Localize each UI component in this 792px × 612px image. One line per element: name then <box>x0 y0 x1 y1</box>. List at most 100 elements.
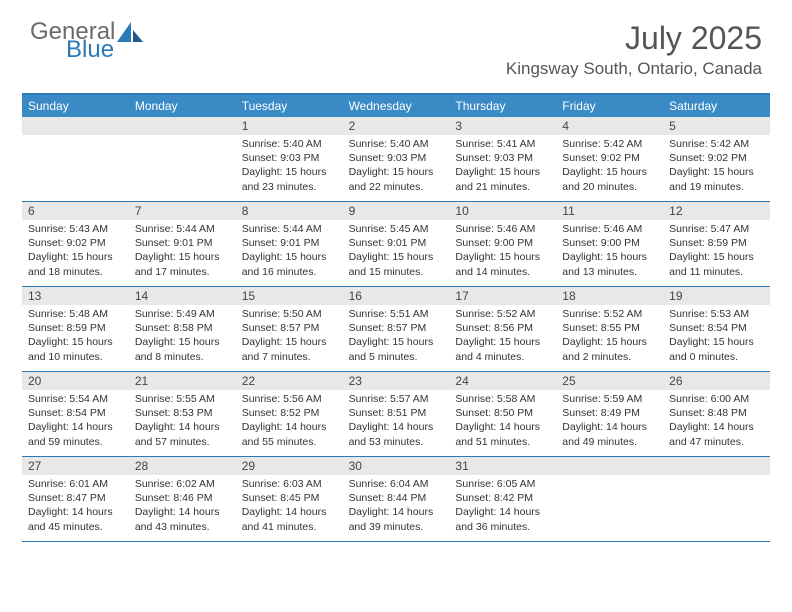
sunrise-text: Sunrise: 6:00 AM <box>669 392 764 406</box>
sunrise-text: Sunrise: 5:56 AM <box>242 392 337 406</box>
calendar-cell: 5Sunrise: 5:42 AMSunset: 9:02 PMDaylight… <box>663 117 770 201</box>
calendar-cell: 16Sunrise: 5:51 AMSunset: 8:57 PMDayligh… <box>343 287 450 371</box>
day-number: 26 <box>663 372 770 390</box>
calendar-week: 13Sunrise: 5:48 AMSunset: 8:59 PMDayligh… <box>22 287 770 372</box>
daylight-text-1: Daylight: 15 hours <box>562 250 657 264</box>
day-details: Sunrise: 5:58 AMSunset: 8:50 PMDaylight:… <box>449 390 556 453</box>
sunset-text: Sunset: 9:01 PM <box>349 236 444 250</box>
daylight-text-1: Daylight: 15 hours <box>242 250 337 264</box>
daylight-text-2: and 23 minutes. <box>242 180 337 194</box>
weekday-label: Sunday <box>22 95 129 117</box>
day-number: 23 <box>343 372 450 390</box>
sunrise-text: Sunrise: 5:40 AM <box>242 137 337 151</box>
daylight-text-2: and 11 minutes. <box>669 265 764 279</box>
sunrise-text: Sunrise: 5:52 AM <box>455 307 550 321</box>
daylight-text-2: and 10 minutes. <box>28 350 123 364</box>
sunrise-text: Sunrise: 6:04 AM <box>349 477 444 491</box>
day-details: Sunrise: 5:54 AMSunset: 8:54 PMDaylight:… <box>22 390 129 453</box>
daylight-text-1: Daylight: 15 hours <box>455 335 550 349</box>
daylight-text-1: Daylight: 14 hours <box>135 420 230 434</box>
sunrise-text: Sunrise: 5:40 AM <box>349 137 444 151</box>
day-details: Sunrise: 5:44 AMSunset: 9:01 PMDaylight:… <box>236 220 343 283</box>
day-number: 11 <box>556 202 663 220</box>
sunset-text: Sunset: 8:57 PM <box>349 321 444 335</box>
day-details: Sunrise: 6:05 AMSunset: 8:42 PMDaylight:… <box>449 475 556 538</box>
day-details: Sunrise: 5:50 AMSunset: 8:57 PMDaylight:… <box>236 305 343 368</box>
weekday-label: Friday <box>556 95 663 117</box>
calendar-cell: 12Sunrise: 5:47 AMSunset: 8:59 PMDayligh… <box>663 202 770 286</box>
calendar-cell: 11Sunrise: 5:46 AMSunset: 9:00 PMDayligh… <box>556 202 663 286</box>
daylight-text-1: Daylight: 15 hours <box>562 165 657 179</box>
sunrise-text: Sunrise: 6:03 AM <box>242 477 337 491</box>
weekday-label: Tuesday <box>236 95 343 117</box>
daylight-text-2: and 49 minutes. <box>562 435 657 449</box>
calendar-cell: 31Sunrise: 6:05 AMSunset: 8:42 PMDayligh… <box>449 457 556 541</box>
sunrise-text: Sunrise: 5:41 AM <box>455 137 550 151</box>
calendar-cell: 26Sunrise: 6:00 AMSunset: 8:48 PMDayligh… <box>663 372 770 456</box>
daylight-text-1: Daylight: 15 hours <box>669 165 764 179</box>
daylight-text-1: Daylight: 15 hours <box>455 165 550 179</box>
daylight-text-2: and 45 minutes. <box>28 520 123 534</box>
sunrise-text: Sunrise: 5:54 AM <box>28 392 123 406</box>
sunset-text: Sunset: 8:58 PM <box>135 321 230 335</box>
location-label: Kingsway South, Ontario, Canada <box>506 59 762 79</box>
day-number: 10 <box>449 202 556 220</box>
logo-word-2: Blue <box>66 38 143 62</box>
daylight-text-1: Daylight: 15 hours <box>349 335 444 349</box>
sunset-text: Sunset: 9:03 PM <box>349 151 444 165</box>
daylight-text-2: and 13 minutes. <box>562 265 657 279</box>
calendar-cell: 7Sunrise: 5:44 AMSunset: 9:01 PMDaylight… <box>129 202 236 286</box>
daylight-text-1: Daylight: 15 hours <box>242 165 337 179</box>
day-details: Sunrise: 5:46 AMSunset: 9:00 PMDaylight:… <box>556 220 663 283</box>
calendar-cell: 28Sunrise: 6:02 AMSunset: 8:46 PMDayligh… <box>129 457 236 541</box>
day-number <box>556 457 663 475</box>
day-number: 14 <box>129 287 236 305</box>
daylight-text-1: Daylight: 15 hours <box>669 250 764 264</box>
day-number: 12 <box>663 202 770 220</box>
daylight-text-1: Daylight: 14 hours <box>28 505 123 519</box>
day-details: Sunrise: 5:51 AMSunset: 8:57 PMDaylight:… <box>343 305 450 368</box>
day-number: 25 <box>556 372 663 390</box>
daylight-text-1: Daylight: 15 hours <box>135 250 230 264</box>
day-number: 28 <box>129 457 236 475</box>
sunset-text: Sunset: 8:54 PM <box>669 321 764 335</box>
daylight-text-1: Daylight: 14 hours <box>28 420 123 434</box>
daylight-text-2: and 59 minutes. <box>28 435 123 449</box>
sunset-text: Sunset: 8:54 PM <box>28 406 123 420</box>
sunrise-text: Sunrise: 5:42 AM <box>669 137 764 151</box>
sunrise-text: Sunrise: 5:59 AM <box>562 392 657 406</box>
sunrise-text: Sunrise: 5:51 AM <box>349 307 444 321</box>
daylight-text-2: and 57 minutes. <box>135 435 230 449</box>
sunset-text: Sunset: 8:50 PM <box>455 406 550 420</box>
sunset-text: Sunset: 9:01 PM <box>135 236 230 250</box>
calendar-cell: 19Sunrise: 5:53 AMSunset: 8:54 PMDayligh… <box>663 287 770 371</box>
sunrise-text: Sunrise: 5:49 AM <box>135 307 230 321</box>
day-details: Sunrise: 5:52 AMSunset: 8:56 PMDaylight:… <box>449 305 556 368</box>
daylight-text-1: Daylight: 15 hours <box>28 250 123 264</box>
day-number: 27 <box>22 457 129 475</box>
calendar: SundayMondayTuesdayWednesdayThursdayFrid… <box>22 93 770 542</box>
sunset-text: Sunset: 8:59 PM <box>669 236 764 250</box>
daylight-text-2: and 16 minutes. <box>242 265 337 279</box>
day-number: 19 <box>663 287 770 305</box>
daylight-text-2: and 0 minutes. <box>669 350 764 364</box>
daylight-text-1: Daylight: 15 hours <box>455 250 550 264</box>
day-details: Sunrise: 5:42 AMSunset: 9:02 PMDaylight:… <box>663 135 770 198</box>
daylight-text-2: and 19 minutes. <box>669 180 764 194</box>
day-details: Sunrise: 5:42 AMSunset: 9:02 PMDaylight:… <box>556 135 663 198</box>
daylight-text-2: and 5 minutes. <box>349 350 444 364</box>
day-number: 17 <box>449 287 556 305</box>
sunrise-text: Sunrise: 5:45 AM <box>349 222 444 236</box>
calendar-cell <box>556 457 663 541</box>
month-title: July 2025 <box>506 20 762 57</box>
sunrise-text: Sunrise: 5:50 AM <box>242 307 337 321</box>
calendar-cell: 4Sunrise: 5:42 AMSunset: 9:02 PMDaylight… <box>556 117 663 201</box>
daylight-text-2: and 39 minutes. <box>349 520 444 534</box>
day-number <box>129 117 236 135</box>
calendar-cell: 30Sunrise: 6:04 AMSunset: 8:44 PMDayligh… <box>343 457 450 541</box>
daylight-text-2: and 14 minutes. <box>455 265 550 279</box>
daylight-text-2: and 43 minutes. <box>135 520 230 534</box>
sunset-text: Sunset: 9:03 PM <box>242 151 337 165</box>
sunrise-text: Sunrise: 5:42 AM <box>562 137 657 151</box>
calendar-week: 6Sunrise: 5:43 AMSunset: 9:02 PMDaylight… <box>22 202 770 287</box>
